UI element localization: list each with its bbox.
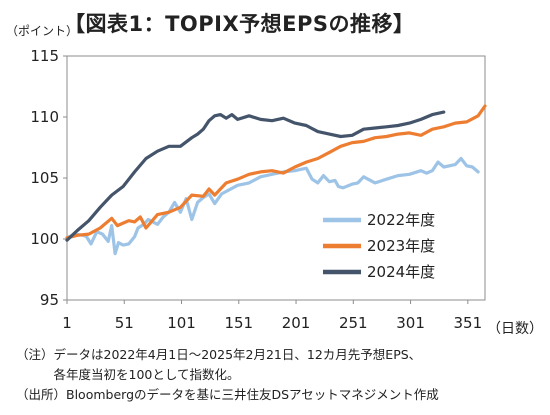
chart-legend: 2022年度 2023年度 2024年度 bbox=[323, 211, 435, 281]
x-axis-unit-label: （日数） bbox=[487, 321, 543, 337]
x-tick-label: 151 bbox=[224, 314, 253, 332]
y-axis-unit-label: （ポイント） bbox=[6, 24, 79, 38]
note-line-2: 各年度当初を100として指数化。 bbox=[16, 367, 240, 382]
y-axis-ticks: 95 100 105 110 115 bbox=[30, 47, 67, 309]
x-tick-label: 201 bbox=[282, 314, 311, 332]
series-line-1 bbox=[65, 156, 480, 256]
chart-notes: （注）データは2022年4月1日～2025年2月21日、12カ月先予想EPS、 … bbox=[16, 345, 439, 405]
y-tick-label: 115 bbox=[30, 47, 59, 65]
x-tick-label: 301 bbox=[396, 314, 425, 332]
y-tick-label: 95 bbox=[40, 291, 59, 309]
chart-title: 【図表1：TOPIX予想EPSの推移】 bbox=[64, 12, 415, 36]
series-line-2 bbox=[65, 104, 487, 240]
legend-label-3: 2024年度 bbox=[367, 263, 435, 281]
x-tick-label: 51 bbox=[115, 314, 134, 332]
series-line-3 bbox=[65, 110, 446, 242]
series-lines bbox=[65, 104, 487, 256]
note-line-3: （出所）Bloombergのデータを基に三井住友DSアセットマネジメント作成 bbox=[16, 387, 439, 402]
y-tick-label: 105 bbox=[30, 169, 59, 187]
y-tick-label: 100 bbox=[30, 230, 59, 248]
x-axis-ticks: 1 51 101 151 201 251 301 351 bbox=[62, 300, 482, 332]
y-tick-label: 110 bbox=[30, 108, 59, 126]
x-tick-label: 351 bbox=[454, 314, 483, 332]
x-tick-label: 251 bbox=[339, 314, 368, 332]
note-line-1: （注）データは2022年4月1日～2025年2月21日、12カ月先予想EPS、 bbox=[16, 347, 422, 362]
x-tick-label: 101 bbox=[167, 314, 196, 332]
legend-label-1: 2022年度 bbox=[367, 211, 435, 229]
legend-label-2: 2023年度 bbox=[367, 237, 435, 255]
x-tick-label: 1 bbox=[62, 314, 72, 332]
